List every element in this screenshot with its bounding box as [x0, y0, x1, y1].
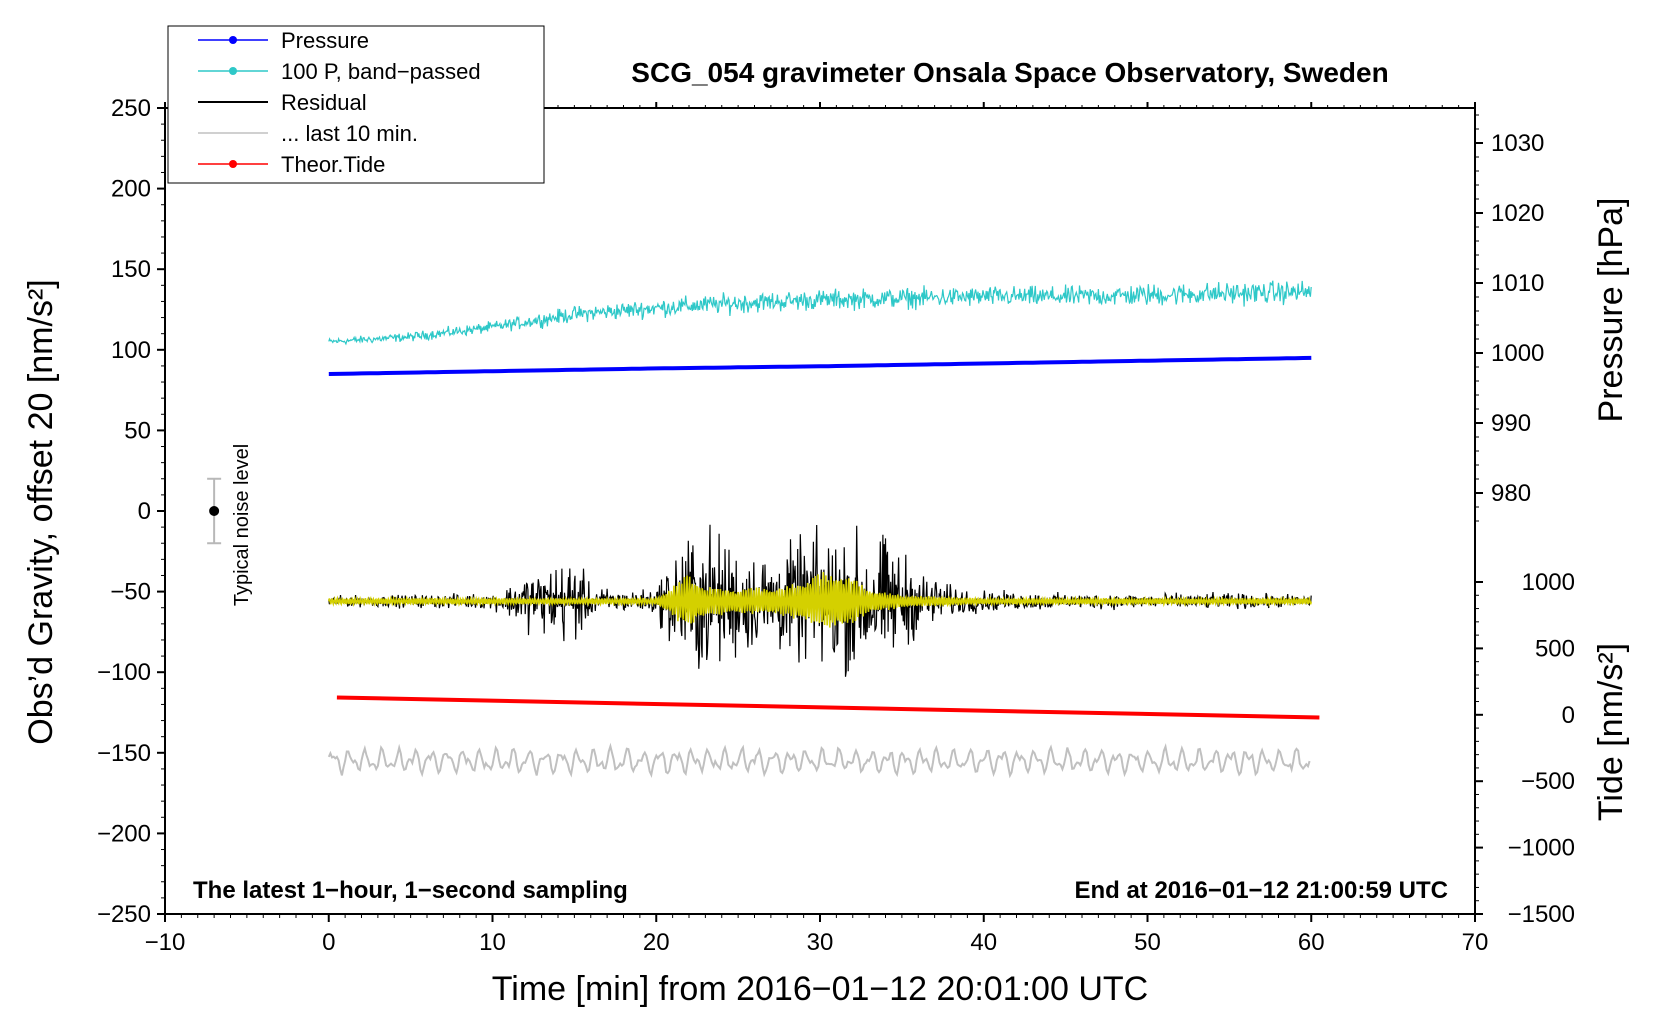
legend-label: 100 P, band−passed	[281, 59, 481, 84]
legend-label: Theor.Tide	[281, 152, 385, 177]
bottom-left-note: The latest 1−hour, 1−second sampling	[193, 877, 628, 904]
noise-level-dot	[209, 506, 220, 516]
legend-marker	[229, 67, 237, 75]
y-axis-tide: 1000 500 0 −500 −1000 −1500	[1475, 569, 1575, 928]
legend-entries: Pressure 100 P, band−passed Residual ... la…	[198, 28, 481, 177]
y-tick-label: 50	[124, 417, 151, 444]
y-axis-left-title: Obs’d Gravity, offset 20 [nm/s²]	[22, 279, 60, 744]
y-tick-label: 150	[111, 256, 151, 283]
series-residual-filtered-line	[328, 571, 1312, 628]
tide-tick-label: 500	[1535, 635, 1575, 662]
legend-label: ... last 10 min.	[281, 121, 418, 146]
y-axis-pressure: 1030 1020 1010 1000 990 980	[1475, 114, 1544, 522]
y-tick-label: 250	[111, 95, 151, 122]
x-tick-label: 50	[1134, 929, 1161, 956]
y-tick-label: 0	[138, 498, 151, 525]
pressure-tick-label: 1000	[1491, 340, 1544, 367]
y-tick-label: −200	[97, 820, 151, 847]
x-tick-label: −10	[145, 929, 186, 956]
y-axis-left: 250 200 150 100 50 0 −50 −100 −150 −200 −250	[97, 95, 165, 928]
noise-level-indicator: Typical noise level	[207, 444, 253, 606]
y-tick-label: −250	[97, 901, 151, 928]
series-last-10-min-line	[327, 742, 1311, 779]
noise-level-label: Typical noise level	[231, 444, 253, 606]
y-axis-tide-title: Tide [nm/s²]	[1592, 643, 1630, 821]
x-tick-label: 40	[970, 929, 997, 956]
tide-tick-label: 0	[1562, 702, 1575, 729]
pressure-tick-label: 1030	[1491, 130, 1544, 157]
pressure-tick-label: 990	[1491, 410, 1531, 437]
x-tick-label: 10	[479, 929, 506, 956]
x-tick-label: 70	[1462, 929, 1489, 956]
x-tick-label: 20	[643, 929, 670, 956]
pressure-tick-label: 1010	[1491, 270, 1544, 297]
y-tick-label: 100	[111, 337, 151, 364]
y-tick-label: −150	[97, 740, 151, 767]
pressure-tick-label: 1020	[1491, 200, 1544, 227]
y-tick-label: 200	[111, 176, 151, 203]
x-axis-title: Time [min] from 2016−01−12 20:01:00 UTC	[492, 970, 1148, 1008]
series-layer	[327, 280, 1320, 779]
tide-tick-label: 1000	[1522, 569, 1575, 596]
chart-title: SCG_054 gravimeter Onsala Space Observat…	[631, 57, 1388, 88]
legend-label: Residual	[281, 90, 367, 115]
legend-marker	[229, 160, 237, 168]
x-tick-label: 0	[322, 929, 335, 956]
tide-tick-label: −1500	[1508, 901, 1575, 928]
legend-box	[167, 25, 545, 184]
legend: Pressure 100 P, band−passed Residual ... la…	[167, 25, 545, 184]
y-axis-pressure-title: Pressure [hPa]	[1592, 198, 1630, 423]
x-tick-label: 30	[807, 929, 834, 956]
legend-marker	[229, 36, 237, 44]
pressure-tick-label: 980	[1491, 480, 1531, 507]
series-theor-tide-line	[336, 695, 1320, 720]
y-tick-label: −100	[97, 659, 151, 686]
bottom-right-note: End at 2016−01−12 21:00:59 UTC	[1074, 877, 1448, 904]
series-pressure-line	[328, 355, 1312, 376]
series-band-passed-pressure-line	[328, 280, 1312, 346]
tide-tick-label: −500	[1521, 768, 1575, 795]
y-tick-label: −50	[110, 579, 151, 606]
tide-tick-label: −1000	[1508, 835, 1575, 862]
x-tick-label: 60	[1298, 929, 1325, 956]
legend-label: Pressure	[281, 28, 369, 53]
